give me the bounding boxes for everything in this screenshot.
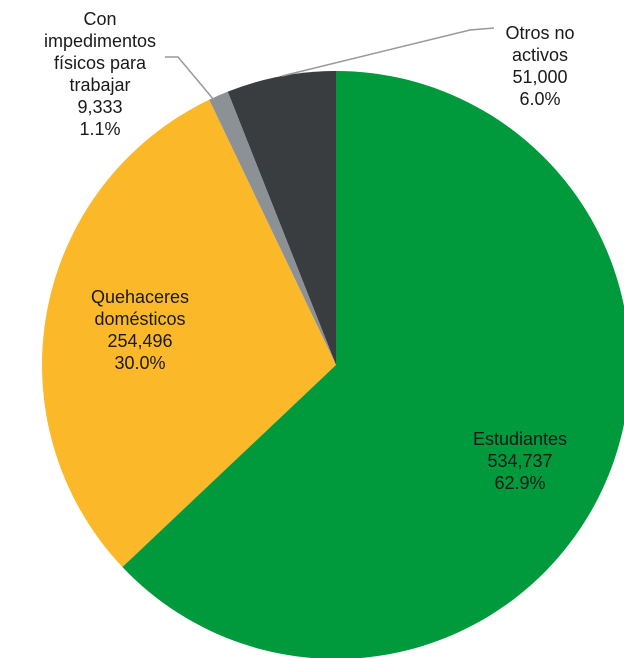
percent-label: 1.1%: [79, 119, 121, 139]
pie-slice: [227, 71, 336, 365]
value-label: 51,000: [512, 67, 568, 87]
leader-line: [165, 56, 215, 101]
category-label: Estudiantes: [472, 429, 568, 449]
pie-slice: [209, 91, 336, 365]
value-label: 534,737: [487, 451, 553, 471]
slice-label: Quehaceres domésticos 254,496 30.0%: [65, 286, 215, 374]
leader-line: [281, 27, 495, 77]
percent-label: 6.0%: [519, 89, 561, 109]
pie-slice: [122, 71, 624, 658]
value-label: 254,496: [107, 331, 173, 351]
percent-label: 62.9%: [494, 473, 546, 493]
slice-label: Otros no activos 51,000 6.0%: [485, 22, 595, 110]
slice-label: Estudiantes 534,737 62.9%: [440, 428, 600, 494]
percent-label: 30.0%: [114, 353, 166, 373]
pie-slice: [42, 99, 337, 568]
category-label: Quehaceres domésticos: [90, 287, 190, 329]
category-label: Otros no activos: [505, 23, 575, 65]
slice-label: Con impedimentos físicos para trabajar 9,…: [38, 8, 163, 140]
category-label: Con impedimentos físicos para trabajar: [43, 9, 157, 95]
value-label: 9,333: [77, 97, 123, 117]
